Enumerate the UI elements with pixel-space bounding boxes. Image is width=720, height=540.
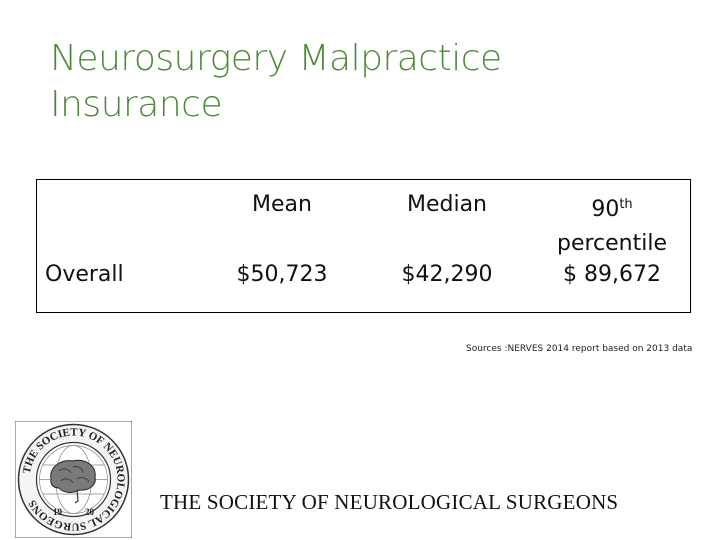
cell-median: $42,290 <box>401 262 493 287</box>
slide-title: Neurosurgery Malpractice Insurance <box>50 38 502 125</box>
cell-mean: $50,723 <box>236 262 328 287</box>
brain-icon <box>50 459 96 504</box>
column-header-90th-percentile: 90th percentile <box>556 197 668 256</box>
society-name: THE SOCIETY OF NEUROLOGICAL SURGEONS <box>160 490 619 514</box>
column-header-mean: Mean <box>252 192 312 217</box>
society-seal-logo: THE SOCIETY OF NEUROLOGICAL SURGEONS 19 … <box>15 421 132 538</box>
cell-90th-percentile: $ 89,672 <box>563 262 661 287</box>
column-header-median: Median <box>406 192 488 217</box>
insurance-table: Mean Median 90th percentile Overall $50,… <box>36 179 691 313</box>
row-label-overall: Overall <box>45 262 124 287</box>
seal-year-left: 19 <box>53 507 63 517</box>
source-note: Sources :NERVES 2014 report based on 201… <box>466 344 693 354</box>
seal-year-right: 20 <box>85 507 95 517</box>
